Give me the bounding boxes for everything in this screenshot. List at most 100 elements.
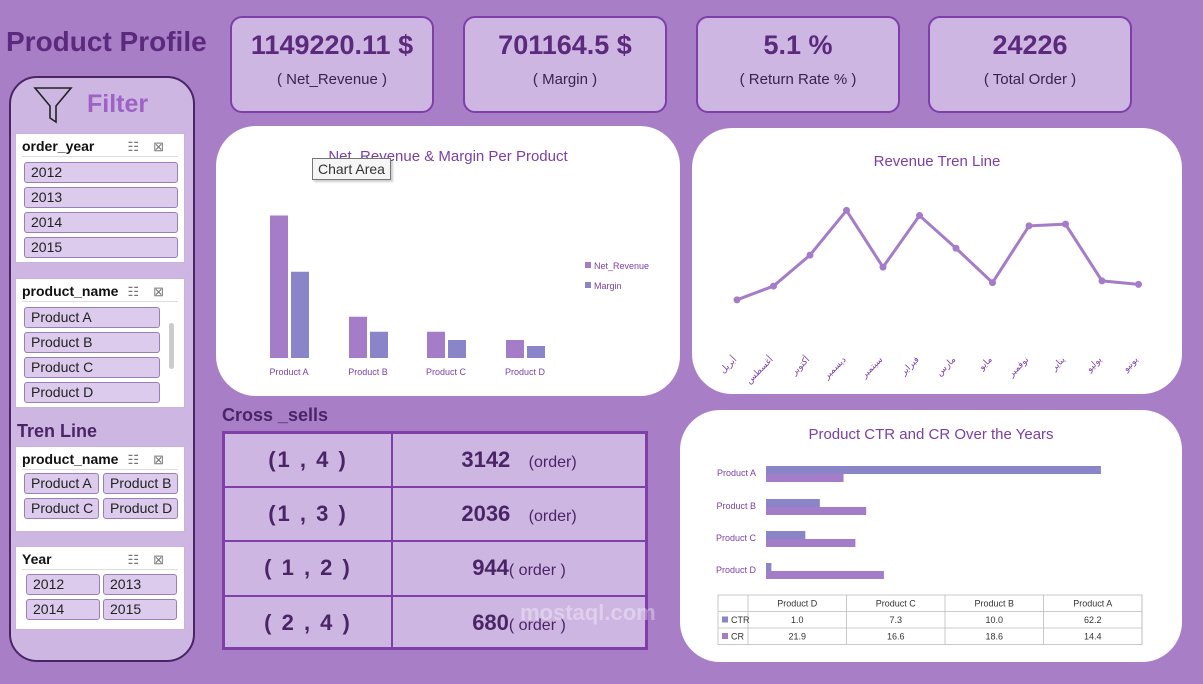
bar-net_revenue (427, 331, 445, 358)
x-tick-label: Product D (505, 367, 546, 377)
cross-sells-title: Cross _sells (222, 405, 329, 425)
order-count: 680 (472, 610, 509, 635)
slicer-item[interactable]: 2012 (24, 162, 178, 183)
slicer-header: product_name (22, 451, 119, 467)
scrollbar[interactable] (169, 323, 174, 369)
data-point (733, 296, 741, 304)
bar-margin (448, 340, 466, 358)
data-table-series-label: CTR (731, 615, 750, 625)
bar-margin (370, 331, 388, 358)
kpi-label: ( Return Rate % ) (739, 71, 857, 88)
data-table-value: 10.0 (985, 615, 1003, 625)
slicer-controls: ☷⊠ (127, 284, 178, 300)
bar-net_revenue (506, 340, 524, 358)
slicer-item[interactable]: 2014 (26, 599, 100, 620)
x-tick-label: Product A (269, 367, 308, 377)
data-point (989, 279, 996, 287)
slicer-product-name: product_name ☷⊠ Product A Product B Prod… (15, 278, 185, 408)
slicer-header: product_name (22, 283, 119, 299)
x-tick-label: فبراير (898, 354, 922, 378)
order-unit: ( order ) (508, 562, 566, 579)
revenue-margin-chart[interactable]: Product A Product B Product C Product DNet_… (216, 126, 680, 396)
legend-swatch (585, 262, 591, 268)
slicer-item[interactable]: Product A (24, 307, 160, 328)
slicer-product-name-trend: product_name ☷⊠ Product A Product B Prod… (15, 446, 185, 532)
bar-ctr (766, 563, 772, 571)
kpi-value: 701164.5 $ (498, 30, 632, 60)
x-tick-label: يوليو (1083, 354, 1104, 375)
slicer-order-year: order_year ☷⊠ 2012 2013 2014 2015 (15, 133, 185, 263)
x-tick-label: أكتوبر (787, 353, 812, 378)
data-table-header: Product B (974, 599, 1014, 609)
slicer-item[interactable]: 2013 (24, 187, 178, 208)
slicer-item[interactable]: 2015 (24, 237, 178, 258)
order-count: 3142 (461, 447, 511, 472)
kpi-label: ( Net_Revenue ) (276, 71, 388, 88)
tren-line-label: Tren Line (17, 421, 98, 441)
data-point (806, 251, 814, 259)
slicer-item[interactable]: 2013 (103, 574, 177, 595)
kpi-return-rate: 5.1 % ( Return Rate % ) (696, 16, 900, 113)
cross-sell-orders: 2036 (order) (392, 487, 646, 541)
x-tick-label: يناير (1048, 354, 1068, 374)
ctr-cr-chart-card[interactable]: Product CTR and CR Over the Years Produc… (680, 410, 1182, 662)
slicer-item[interactable]: Product D (24, 382, 160, 403)
slicer-item[interactable]: Product A (24, 473, 99, 494)
revenue-trend-chart-card[interactable]: Revenue Tren Line أبريل أغسطس أكتوبر ديسمبر… (692, 128, 1182, 394)
revenue-trend-chart[interactable]: أبريل أغسطس أكتوبر ديسمبر سبتمبر فبراير مارس ما… (692, 128, 1182, 394)
chart-title: Product CTR and CR Over the Years (808, 426, 1054, 443)
bar-cr (766, 539, 856, 547)
chart-title: Revenue Tren Line (873, 153, 1001, 170)
kpi-value: 24226 (992, 30, 1068, 60)
multi-select-icon[interactable]: ☷ (127, 452, 154, 467)
slicer-item[interactable]: 2012 (26, 574, 100, 595)
slicer-item[interactable]: 2015 (103, 599, 177, 620)
clear-filter-icon[interactable]: ⊠ (153, 284, 178, 299)
multi-select-icon[interactable]: ☷ (127, 139, 154, 154)
cross-sells-table: (1 , 4 ) 3142 (order) (1 , 3 ) 2036 (ord… (222, 431, 648, 650)
x-tick-label: Product B (348, 367, 388, 377)
bar-margin (291, 271, 309, 358)
x-tick-label: ديسمبر (821, 354, 849, 382)
clear-filter-icon[interactable]: ⊠ (153, 139, 178, 154)
y-tick-label: Product B (716, 501, 756, 511)
data-table-header: Product C (876, 599, 917, 609)
cross-sell-pair: ( 2 , 4 ) (224, 596, 392, 648)
multi-select-icon[interactable]: ☷ (127, 552, 154, 567)
kpi-total-order: 24226 ( Total Order ) (928, 16, 1132, 113)
data-point (1062, 220, 1069, 228)
order-unit: (order) (528, 454, 577, 471)
slicer-item[interactable]: Product C (24, 498, 99, 519)
kpi-net-revenue: 1149220.11 $ ( Net_Revenue ) (230, 16, 434, 113)
cross-sell-orders: 3142 (order) (392, 433, 646, 487)
funnel-icon (33, 87, 73, 124)
slicer-item[interactable]: Product D (103, 498, 178, 519)
kpi-margin: 701164.5 $ ( Margin ) (463, 16, 667, 113)
y-tick-label: Product D (716, 565, 757, 575)
legend-label: Margin (594, 281, 622, 291)
revenue-margin-chart-card[interactable]: Net_Revenue & Margin Per Product Product… (216, 126, 680, 396)
bar-net_revenue (349, 316, 367, 358)
slicer-item[interactable]: Product B (24, 332, 160, 353)
data-table-value: 21.9 (788, 632, 806, 642)
clear-filter-icon[interactable]: ⊠ (153, 452, 178, 467)
legend-label: Net_Revenue (594, 261, 649, 271)
x-tick-label: Product C (426, 367, 467, 377)
slicer-item[interactable]: Product B (103, 473, 178, 494)
kpi-label: ( Margin ) (532, 71, 598, 88)
data-table-header: Product A (1073, 599, 1112, 609)
slicer-item[interactable]: 2014 (24, 212, 178, 233)
kpi-value: 5.1 % (763, 30, 833, 60)
order-count: 2036 (461, 501, 511, 526)
data-point (916, 212, 923, 220)
slicer-header: order_year (22, 138, 95, 154)
bar-cr (766, 474, 844, 482)
cross-sell-pair: ( 1 , 2 ) (224, 541, 392, 596)
x-tick-label: أبريل (716, 353, 739, 376)
data-point (879, 263, 887, 271)
clear-filter-icon[interactable]: ⊠ (153, 552, 178, 567)
slicer-item[interactable]: Product C (24, 357, 160, 378)
cross-sell-pair: (1 , 4 ) (224, 433, 392, 487)
multi-select-icon[interactable]: ☷ (127, 284, 154, 299)
